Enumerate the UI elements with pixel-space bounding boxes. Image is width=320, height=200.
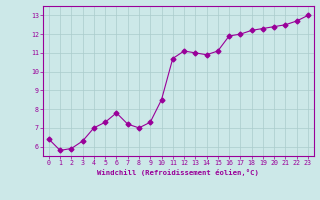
X-axis label: Windchill (Refroidissement éolien,°C): Windchill (Refroidissement éolien,°C) bbox=[98, 169, 259, 176]
